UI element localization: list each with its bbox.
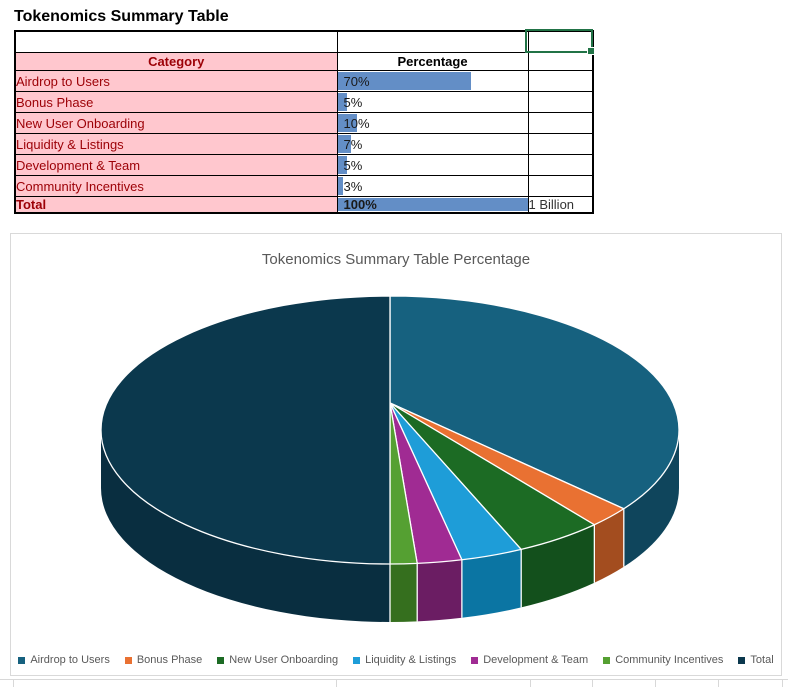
data-bar [338,93,347,111]
chart-title[interactable]: Tokenomics Summary Table Percentage [261,251,531,268]
pie-slice-side-liquidity-listings[interactable] [461,549,522,618]
percentage-value: 100% [343,197,377,212]
pie-slice-total[interactable] [100,295,391,565]
legend-item[interactable]: Bonus Phase [124,654,203,666]
table-row: Development & Team 5% [14,154,594,176]
data-bar [338,198,527,211]
empty-cell[interactable] [527,154,594,176]
gridline [718,679,719,687]
percentage-value: 3% [343,178,363,194]
data-bar [338,156,347,174]
percentage-value: 70% [343,73,370,89]
legend-label: Development & Team [483,654,589,666]
legend-swatch [18,656,26,664]
legend-label: Liquidity & Listings [365,654,457,666]
percentage-cell[interactable]: 3% [336,175,529,197]
legend-label: New User Onboarding [229,654,339,666]
category-cell[interactable]: Liquidity & Listings [14,133,338,155]
percentage-header[interactable]: Percentage [336,52,529,71]
chart-area[interactable]: Tokenomics Summary Table Percentage Aird… [10,233,782,676]
tokenomics-table: Category Percentage Airdrop to Users 70%… [14,30,594,214]
empty-cell[interactable] [336,30,529,53]
empty-cell[interactable] [527,112,594,134]
pie-slice-side-new-user-onboarding[interactable] [521,524,595,608]
category-cell[interactable]: Community Incentives [14,175,338,197]
cell-selection-border[interactable] [525,29,595,55]
legend-swatch [124,656,132,664]
category-header[interactable]: Category [14,52,338,71]
gridline [13,679,14,687]
fill-handle[interactable] [587,47,595,55]
legend-swatch [217,656,225,664]
gridline [782,679,783,687]
legend-swatch [603,656,611,664]
percentage-value: 7% [343,136,363,152]
table-row: Airdrop to Users 70% [14,70,594,92]
table-row [14,30,594,53]
legend-label: Total [750,654,774,666]
category-cell[interactable]: Bonus Phase [14,91,338,113]
percentage-cell[interactable]: 5% [336,154,529,176]
pie-slice-side-airdrop-to-users[interactable] [623,430,679,567]
gridline [336,679,337,687]
table-row: New User Onboarding 10% [14,112,594,134]
pie-slice-side-total[interactable] [101,430,390,622]
gridline [530,679,531,687]
table-header-row: Category Percentage [14,52,594,71]
data-bar [338,177,344,195]
pie-chart[interactable] [11,234,781,675]
data-bar [338,114,357,132]
table-row: Liquidity & Listings 7% [14,133,594,155]
gridline [655,679,656,687]
percentage-value: 5% [343,94,363,110]
legend-item[interactable]: New User Onboarding [217,654,338,666]
legend-label: Bonus Phase [136,654,203,666]
pie-slice-side-development-team[interactable] [417,559,462,622]
legend-item[interactable]: Liquidity & Listings [353,654,456,666]
legend-swatch [353,656,361,664]
legend-label: Airdrop to Users [30,654,110,666]
gridline [592,679,593,687]
legend-item[interactable]: Development & Team [471,654,588,666]
percentage-cell[interactable]: 7% [336,133,529,155]
legend-item[interactable]: Community Incentives [603,654,723,666]
percentage-value: 5% [343,157,363,173]
gridline [0,679,788,680]
category-cell[interactable]: New User Onboarding [14,112,338,134]
percentage-cell[interactable]: 10% [336,112,529,134]
table-total-row: Total 100% 1 Billion [14,196,594,214]
category-cell[interactable]: Development & Team [14,154,338,176]
legend-swatch [471,656,479,664]
empty-cell[interactable] [527,133,594,155]
empty-cell[interactable] [527,175,594,197]
pie-slice-side-bonus-phase[interactable] [594,508,624,583]
total-percentage-cell[interactable]: 100% [336,196,529,214]
legend-label: Community Incentives [615,654,724,666]
empty-cell[interactable] [527,70,594,92]
total-label-cell[interactable]: Total [14,196,338,214]
table-row: Bonus Phase 5% [14,91,594,113]
supply-note-cell[interactable]: 1 Billion [527,196,594,214]
category-cell[interactable]: Airdrop to Users [14,70,338,92]
sheet-title[interactable]: Tokenomics Summary Table [14,8,229,25]
percentage-cell[interactable]: 70% [336,70,529,92]
data-bar [338,72,471,90]
chart-legend: Airdrop to Users Bonus Phase New User Onbo… [11,654,781,666]
percentage-cell[interactable]: 5% [336,91,529,113]
pie-slice-airdrop-to-users[interactable] [389,295,680,510]
pie-slice-side-community-incentives[interactable] [390,563,418,622]
legend-item[interactable]: Airdrop to Users [18,654,110,666]
empty-cell[interactable] [527,52,594,71]
legend-item[interactable]: Total [738,654,774,666]
percentage-value: 10% [343,115,370,131]
empty-cell[interactable] [14,30,338,53]
empty-cell[interactable] [527,91,594,113]
table-row: Community Incentives 3% [14,175,594,197]
data-bar [338,135,351,153]
legend-swatch [738,656,746,664]
